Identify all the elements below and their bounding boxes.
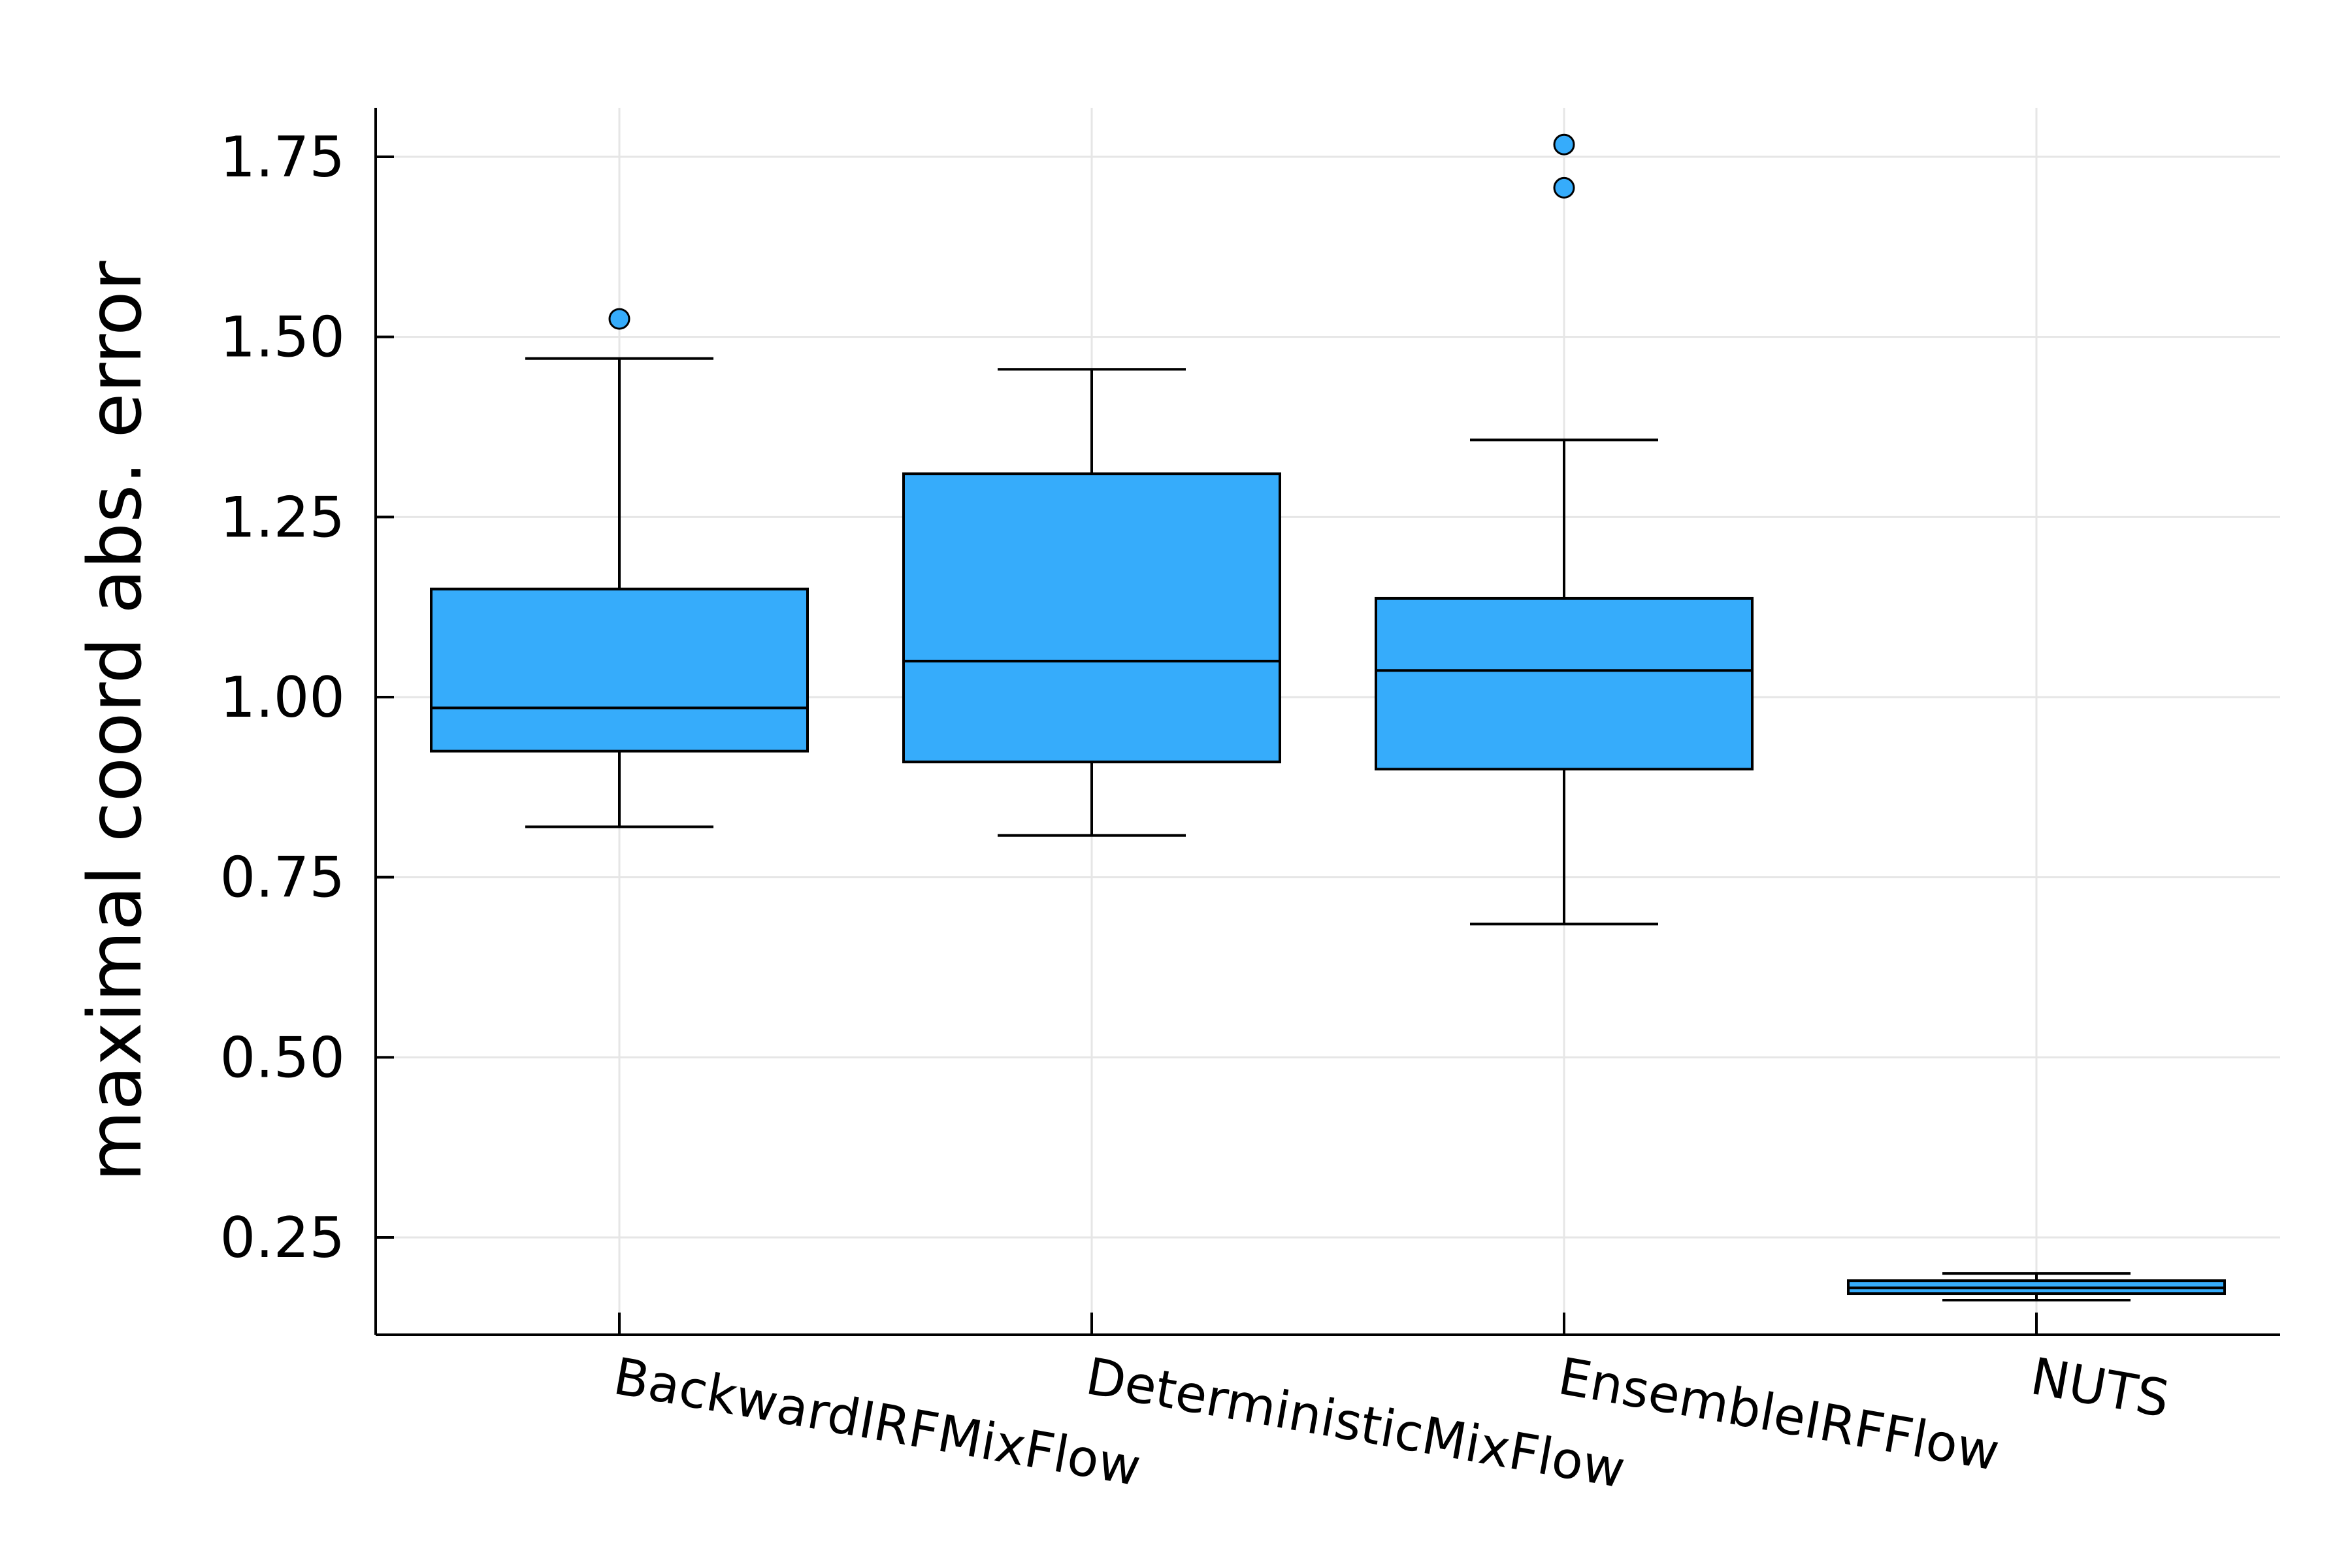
x-ticks: BackwardIRFMixFlowDeterministicMixFlowEn… bbox=[610, 1313, 2174, 1500]
y-tick-label: 1.75 bbox=[220, 125, 345, 190]
x-tick-label: NUTS bbox=[2027, 1347, 2174, 1429]
y-tick-label: 0.25 bbox=[220, 1205, 345, 1271]
box-iqr bbox=[430, 587, 809, 753]
box-iqr bbox=[1375, 596, 1754, 771]
box-ensembleirfflow bbox=[1375, 133, 1754, 926]
boxes-layer bbox=[430, 133, 2226, 1301]
y-tick-label: 0.50 bbox=[220, 1025, 345, 1090]
y-tick-label: 0.75 bbox=[220, 845, 345, 911]
y-axis-title: maximal coord abs. error bbox=[73, 260, 158, 1181]
outlier-point bbox=[608, 308, 630, 330]
axes bbox=[374, 108, 2280, 1336]
box-nuts bbox=[1847, 1272, 2226, 1301]
box-backwardirfmixflow bbox=[430, 308, 809, 828]
box-iqr bbox=[902, 472, 1281, 764]
y-tick-label: 1.50 bbox=[220, 305, 345, 370]
y-tick-label: 1.25 bbox=[220, 485, 345, 550]
y-ticks: 0.25 0.50 0.75 1.00 1.25 1.50 1.75 bbox=[220, 125, 394, 1271]
x-tick-label: DeterministicMixFlow bbox=[1082, 1347, 1629, 1500]
box-deterministicmixflow bbox=[902, 368, 1281, 837]
x-tick-label: BackwardIRFMixFlow bbox=[610, 1347, 1145, 1497]
outlier-point bbox=[1553, 176, 1575, 199]
outlier-point bbox=[1553, 133, 1575, 155]
y-tick-label: 1.00 bbox=[220, 665, 345, 730]
